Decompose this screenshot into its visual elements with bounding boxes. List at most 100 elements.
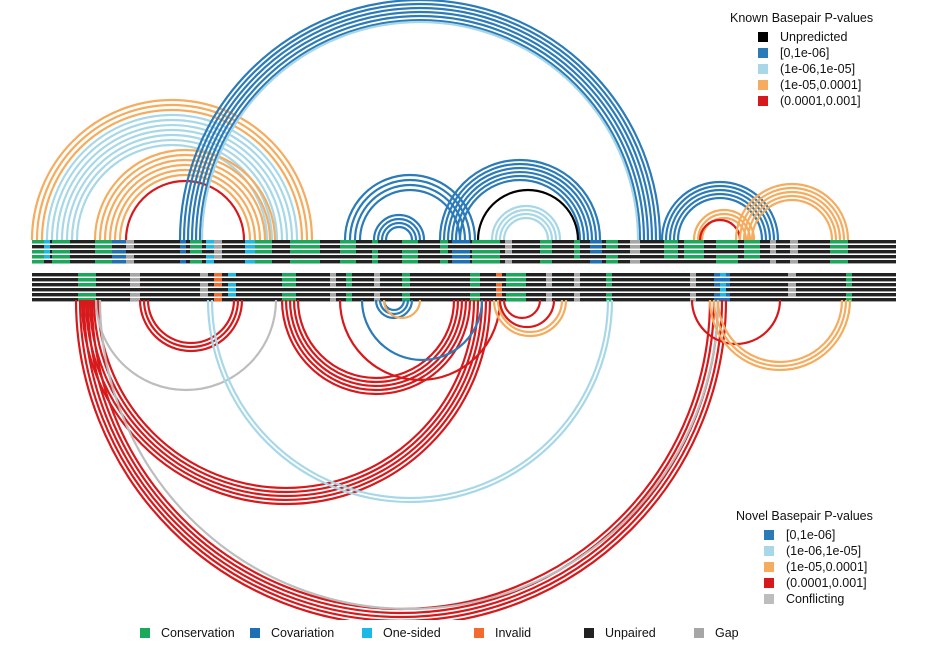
alignment-cell bbox=[402, 255, 418, 259]
alignment-cell bbox=[32, 240, 44, 244]
legend-item: Conservation bbox=[140, 626, 250, 640]
alignment-cell bbox=[770, 245, 776, 249]
alignment-row bbox=[32, 245, 896, 249]
novel-arc bbox=[210, 299, 610, 500]
novel-arc bbox=[716, 299, 844, 364]
legend-label: (1e-05,0.0001] bbox=[786, 560, 868, 574]
alignment-cell bbox=[130, 278, 140, 282]
alignment-cell bbox=[255, 245, 272, 249]
alignment-cell bbox=[206, 240, 214, 244]
alignment-cell bbox=[452, 260, 470, 264]
legend-item: [0,1e-06] bbox=[764, 527, 873, 543]
alignment-cell bbox=[330, 283, 336, 287]
alignment-cell bbox=[126, 255, 134, 259]
known-arc bbox=[490, 204, 562, 241]
alignment-cell bbox=[245, 245, 255, 249]
alignment-cell bbox=[214, 283, 222, 287]
novel-arc bbox=[502, 299, 542, 320]
alignment-cell bbox=[78, 273, 96, 277]
known-arc bbox=[494, 208, 558, 241]
alignment-cell bbox=[290, 260, 320, 264]
legend-item: (1e-06,1e-05] bbox=[758, 61, 873, 77]
alignment-blocks bbox=[32, 240, 896, 302]
alignment-cell bbox=[32, 250, 44, 254]
legend-label: Conservation bbox=[161, 626, 235, 640]
legend-item: Invalid bbox=[474, 626, 584, 640]
alignment-cell bbox=[452, 255, 470, 259]
alignment-cell bbox=[540, 250, 552, 254]
alignment-cell bbox=[346, 293, 352, 297]
alignment-cell bbox=[846, 293, 852, 297]
legend-label: [0,1e-06] bbox=[780, 46, 830, 60]
known-arc bbox=[734, 182, 850, 241]
alignment-cell bbox=[716, 260, 738, 264]
alignment-cell bbox=[440, 245, 448, 249]
alignment-cell bbox=[770, 250, 776, 254]
known-arc bbox=[93, 148, 277, 241]
alignment-row bbox=[32, 293, 896, 297]
known-arc bbox=[194, 14, 646, 241]
arc-diagram bbox=[30, 0, 896, 620]
known-arc bbox=[672, 192, 768, 241]
known-arc bbox=[124, 179, 246, 241]
alignment-cell bbox=[720, 288, 726, 292]
alignment-cell bbox=[112, 255, 126, 259]
alignment-cell bbox=[52, 240, 70, 244]
alignment-cell bbox=[52, 260, 70, 264]
alignment-cell bbox=[206, 255, 214, 259]
known-arc bbox=[660, 180, 780, 241]
alignment-cell bbox=[214, 255, 222, 259]
alignment-cell bbox=[590, 240, 602, 244]
alignment-cell bbox=[440, 250, 448, 254]
alignment-cell bbox=[574, 273, 580, 277]
legend-swatch bbox=[758, 80, 768, 90]
novel-arc bbox=[712, 299, 848, 368]
alignment-cell bbox=[330, 298, 336, 302]
alignment-cell bbox=[788, 273, 796, 277]
alignment-cell bbox=[228, 283, 236, 287]
legend-known-list: Unpredicted [0,1e-06] (1e-06,1e-05] (1e-05,… bbox=[730, 29, 873, 109]
legend-swatch bbox=[764, 562, 774, 572]
known-arc bbox=[742, 190, 842, 241]
alignment-cell bbox=[126, 240, 134, 244]
alignment-cell bbox=[744, 245, 760, 249]
alignment-cell bbox=[472, 255, 500, 259]
novel-arc bbox=[280, 299, 472, 396]
alignment-cell bbox=[496, 288, 502, 292]
alignment-cell bbox=[790, 245, 798, 249]
alignment-cell bbox=[190, 240, 202, 244]
alignment-cell bbox=[340, 250, 356, 254]
alignment-cell bbox=[190, 250, 202, 254]
alignment-cell bbox=[540, 240, 552, 244]
alignment-cell bbox=[472, 250, 500, 254]
known-arc bbox=[182, 2, 658, 241]
alignment-cell bbox=[684, 245, 704, 249]
alignment-cell bbox=[470, 278, 480, 282]
alignment-cell bbox=[574, 240, 580, 244]
alignment-cell bbox=[214, 298, 222, 302]
alignment-cell bbox=[505, 250, 512, 254]
alignment-cell bbox=[32, 260, 44, 264]
legend-swatch bbox=[362, 628, 372, 638]
alignment-cell bbox=[78, 283, 96, 287]
alignment-cell bbox=[402, 240, 418, 244]
novel-arc bbox=[80, 299, 492, 506]
alignment-cell bbox=[282, 273, 296, 277]
alignment-cell bbox=[846, 278, 852, 282]
alignment-cell bbox=[606, 260, 618, 264]
alignment-cell bbox=[630, 240, 640, 244]
alignment-cell bbox=[664, 255, 678, 259]
novel-arc bbox=[382, 299, 422, 320]
novel-arc bbox=[138, 299, 244, 353]
alignment-cell bbox=[472, 260, 500, 264]
legend-label: Conflicting bbox=[786, 592, 845, 606]
novel-arc bbox=[374, 299, 414, 320]
legend-item: [0,1e-06] bbox=[758, 45, 873, 61]
alignment-cell bbox=[282, 298, 296, 302]
alignment-cell bbox=[720, 283, 726, 287]
alignment-cell bbox=[606, 283, 612, 287]
known-arc bbox=[55, 123, 289, 241]
novel-arc bbox=[296, 299, 456, 380]
known-arc bbox=[458, 178, 582, 241]
alignment-cell bbox=[290, 240, 320, 244]
